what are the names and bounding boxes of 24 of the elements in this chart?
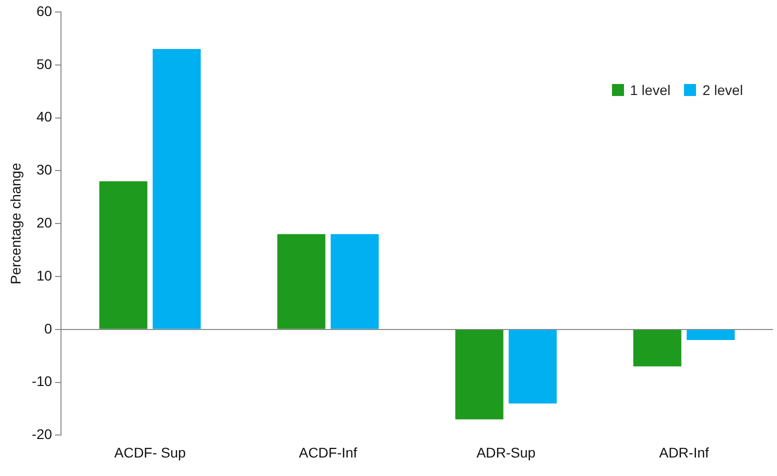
y-tick-label: 60 <box>36 2 52 19</box>
bar <box>277 234 326 329</box>
bar <box>633 330 682 366</box>
legend-label: 2 level <box>702 82 743 98</box>
y-tick-label: 40 <box>36 108 52 125</box>
y-tick-label: 50 <box>36 56 52 72</box>
bar <box>686 330 735 340</box>
x-tick-label: ACDF-Inf <box>298 444 358 460</box>
y-tick-label: 20 <box>36 214 52 230</box>
y-tick-label: -20 <box>32 426 52 442</box>
y-tick-label: -10 <box>32 373 52 390</box>
legend-label: 1 level <box>630 82 670 98</box>
y-tick-label: 0 <box>44 320 52 336</box>
bar <box>330 234 379 329</box>
y-tick-label: 30 <box>36 162 52 178</box>
x-tick-label: ADR-Sup <box>476 444 536 460</box>
bar <box>152 49 201 329</box>
y-axis-title: Percentage change <box>7 162 24 284</box>
x-tick-label: ADR-Inf <box>659 444 709 460</box>
bar <box>455 330 504 420</box>
bar <box>99 181 148 329</box>
y-tick-label: 10 <box>36 267 52 284</box>
x-tick-label: ACDF- Sup <box>114 444 186 460</box>
bar <box>508 330 557 404</box>
